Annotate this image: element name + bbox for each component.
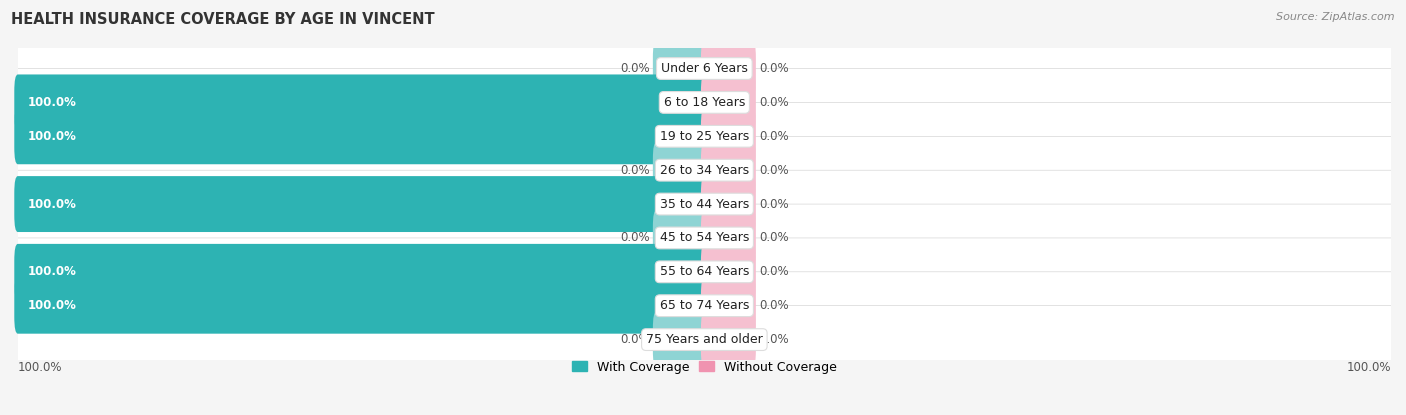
Text: 0.0%: 0.0%: [759, 96, 789, 109]
FancyBboxPatch shape: [14, 176, 707, 232]
Text: 26 to 34 Years: 26 to 34 Years: [659, 164, 749, 177]
FancyBboxPatch shape: [14, 306, 1395, 374]
Text: 0.0%: 0.0%: [620, 62, 650, 75]
FancyBboxPatch shape: [14, 68, 1395, 136]
Text: 45 to 54 Years: 45 to 54 Years: [659, 232, 749, 244]
Text: Under 6 Years: Under 6 Years: [661, 62, 748, 75]
FancyBboxPatch shape: [14, 204, 1395, 272]
FancyBboxPatch shape: [14, 103, 1395, 170]
FancyBboxPatch shape: [652, 312, 707, 368]
FancyBboxPatch shape: [14, 34, 1395, 103]
Text: 0.0%: 0.0%: [759, 265, 789, 278]
Text: 100.0%: 100.0%: [28, 198, 77, 210]
Text: HEALTH INSURANCE COVERAGE BY AGE IN VINCENT: HEALTH INSURANCE COVERAGE BY AGE IN VINC…: [11, 12, 434, 27]
Text: 19 to 25 Years: 19 to 25 Years: [659, 130, 749, 143]
FancyBboxPatch shape: [14, 238, 1395, 306]
Text: 0.0%: 0.0%: [759, 333, 789, 346]
Text: 0.0%: 0.0%: [620, 164, 650, 177]
FancyBboxPatch shape: [702, 244, 756, 300]
Text: 100.0%: 100.0%: [1347, 361, 1391, 374]
Text: 0.0%: 0.0%: [759, 130, 789, 143]
Text: 0.0%: 0.0%: [759, 62, 789, 75]
FancyBboxPatch shape: [14, 244, 707, 300]
Text: 100.0%: 100.0%: [28, 96, 77, 109]
Text: 100.0%: 100.0%: [28, 130, 77, 143]
FancyBboxPatch shape: [702, 41, 756, 96]
FancyBboxPatch shape: [652, 142, 707, 198]
Text: 0.0%: 0.0%: [759, 198, 789, 210]
FancyBboxPatch shape: [14, 74, 707, 130]
Text: 0.0%: 0.0%: [759, 164, 789, 177]
FancyBboxPatch shape: [14, 136, 1395, 204]
FancyBboxPatch shape: [14, 108, 707, 164]
FancyBboxPatch shape: [702, 210, 756, 266]
FancyBboxPatch shape: [652, 210, 707, 266]
FancyBboxPatch shape: [702, 176, 756, 232]
Text: 65 to 74 Years: 65 to 74 Years: [659, 299, 749, 312]
Text: Source: ZipAtlas.com: Source: ZipAtlas.com: [1277, 12, 1395, 22]
FancyBboxPatch shape: [702, 312, 756, 368]
Text: 0.0%: 0.0%: [620, 333, 650, 346]
Text: 55 to 64 Years: 55 to 64 Years: [659, 265, 749, 278]
Text: 6 to 18 Years: 6 to 18 Years: [664, 96, 745, 109]
Text: 35 to 44 Years: 35 to 44 Years: [659, 198, 749, 210]
Text: 100.0%: 100.0%: [28, 265, 77, 278]
FancyBboxPatch shape: [702, 142, 756, 198]
Legend: With Coverage, Without Coverage: With Coverage, Without Coverage: [567, 356, 842, 378]
FancyBboxPatch shape: [702, 278, 756, 334]
Text: 0.0%: 0.0%: [620, 232, 650, 244]
FancyBboxPatch shape: [14, 272, 1395, 339]
FancyBboxPatch shape: [14, 170, 1395, 238]
Text: 0.0%: 0.0%: [759, 232, 789, 244]
FancyBboxPatch shape: [14, 278, 707, 334]
Text: 0.0%: 0.0%: [759, 299, 789, 312]
FancyBboxPatch shape: [702, 74, 756, 130]
FancyBboxPatch shape: [652, 41, 707, 96]
FancyBboxPatch shape: [702, 108, 756, 164]
Text: 100.0%: 100.0%: [28, 299, 77, 312]
Text: 75 Years and older: 75 Years and older: [645, 333, 762, 346]
Text: 100.0%: 100.0%: [18, 361, 62, 374]
